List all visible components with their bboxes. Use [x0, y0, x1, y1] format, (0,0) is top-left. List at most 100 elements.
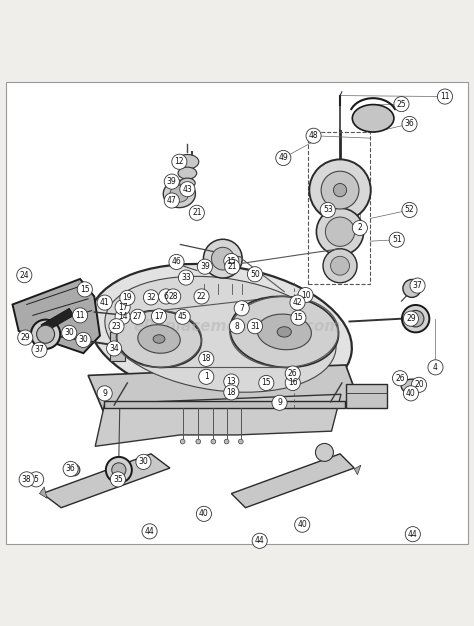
Ellipse shape [211, 247, 234, 270]
Circle shape [196, 506, 211, 521]
Ellipse shape [153, 335, 165, 343]
Text: 37: 37 [413, 281, 422, 290]
Polygon shape [95, 394, 341, 446]
Text: 9: 9 [102, 389, 107, 398]
Text: 9: 9 [277, 398, 282, 408]
Text: 30: 30 [138, 458, 148, 466]
Polygon shape [354, 465, 361, 475]
Polygon shape [88, 365, 360, 414]
Circle shape [17, 268, 32, 283]
Circle shape [410, 278, 425, 293]
Text: 1: 1 [204, 372, 209, 381]
Circle shape [403, 311, 419, 326]
Ellipse shape [112, 463, 126, 477]
Ellipse shape [180, 439, 185, 444]
Ellipse shape [277, 327, 292, 337]
Circle shape [272, 395, 287, 411]
Text: 25: 25 [397, 100, 406, 108]
Ellipse shape [325, 217, 355, 247]
Ellipse shape [163, 180, 195, 208]
Text: 5: 5 [34, 475, 38, 484]
Polygon shape [12, 279, 100, 353]
Circle shape [295, 517, 310, 532]
Text: 44: 44 [255, 536, 264, 545]
Circle shape [405, 526, 420, 541]
Ellipse shape [211, 439, 216, 444]
Ellipse shape [321, 172, 359, 209]
Text: 18: 18 [201, 354, 211, 363]
Polygon shape [41, 308, 74, 332]
Text: eReplacementParts.com: eReplacementParts.com [133, 319, 341, 334]
Polygon shape [231, 454, 354, 508]
Text: 39: 39 [200, 262, 210, 271]
Circle shape [115, 300, 130, 315]
Circle shape [229, 319, 245, 334]
Ellipse shape [138, 325, 180, 353]
Ellipse shape [224, 439, 229, 444]
Circle shape [62, 326, 77, 341]
Text: 2: 2 [357, 223, 362, 232]
Ellipse shape [333, 183, 346, 197]
Circle shape [172, 154, 187, 169]
Ellipse shape [89, 264, 352, 404]
Text: 17: 17 [118, 303, 128, 312]
Circle shape [136, 454, 151, 470]
Circle shape [97, 386, 112, 401]
Circle shape [194, 289, 209, 304]
Ellipse shape [230, 296, 338, 367]
Text: 16: 16 [288, 379, 298, 387]
Text: 15: 15 [227, 257, 236, 265]
Circle shape [178, 270, 193, 285]
Circle shape [164, 193, 179, 208]
Text: 21: 21 [228, 262, 237, 271]
Text: 26: 26 [288, 369, 298, 378]
Circle shape [199, 351, 214, 366]
Circle shape [276, 150, 291, 165]
Circle shape [402, 202, 417, 217]
Text: 48: 48 [309, 131, 319, 140]
Circle shape [285, 366, 301, 381]
Circle shape [291, 310, 306, 326]
Text: 17: 17 [154, 312, 164, 321]
Circle shape [252, 533, 267, 548]
Circle shape [144, 290, 158, 305]
Ellipse shape [117, 310, 201, 367]
Text: 40: 40 [406, 389, 416, 398]
Circle shape [76, 332, 91, 347]
Circle shape [19, 472, 34, 487]
Ellipse shape [401, 379, 422, 393]
Text: 39: 39 [167, 177, 177, 186]
Text: 51: 51 [392, 235, 401, 244]
Circle shape [428, 360, 443, 375]
Text: 43: 43 [182, 185, 192, 193]
Text: 31: 31 [250, 322, 260, 331]
Circle shape [180, 182, 195, 197]
Circle shape [290, 295, 305, 310]
Ellipse shape [402, 305, 429, 332]
Circle shape [225, 259, 240, 274]
Circle shape [164, 174, 179, 189]
Polygon shape [42, 454, 170, 508]
Ellipse shape [317, 208, 364, 255]
Circle shape [285, 376, 301, 391]
Ellipse shape [196, 439, 201, 444]
Circle shape [389, 232, 404, 247]
Text: 27: 27 [133, 312, 143, 321]
Text: 7: 7 [239, 304, 244, 313]
Ellipse shape [257, 314, 311, 350]
Circle shape [247, 267, 263, 282]
Bar [110, 332, 126, 361]
Circle shape [120, 290, 135, 305]
Text: 37: 37 [35, 346, 45, 354]
Text: 24: 24 [19, 270, 29, 280]
Text: 15: 15 [262, 379, 271, 387]
Circle shape [109, 319, 124, 334]
Text: 33: 33 [181, 273, 191, 282]
Text: 8: 8 [235, 322, 239, 331]
Text: 13: 13 [227, 377, 236, 386]
Text: 36: 36 [405, 120, 414, 128]
Text: 40: 40 [199, 510, 209, 518]
Ellipse shape [36, 326, 55, 343]
Text: 36: 36 [66, 464, 75, 473]
Text: 4: 4 [433, 363, 438, 372]
